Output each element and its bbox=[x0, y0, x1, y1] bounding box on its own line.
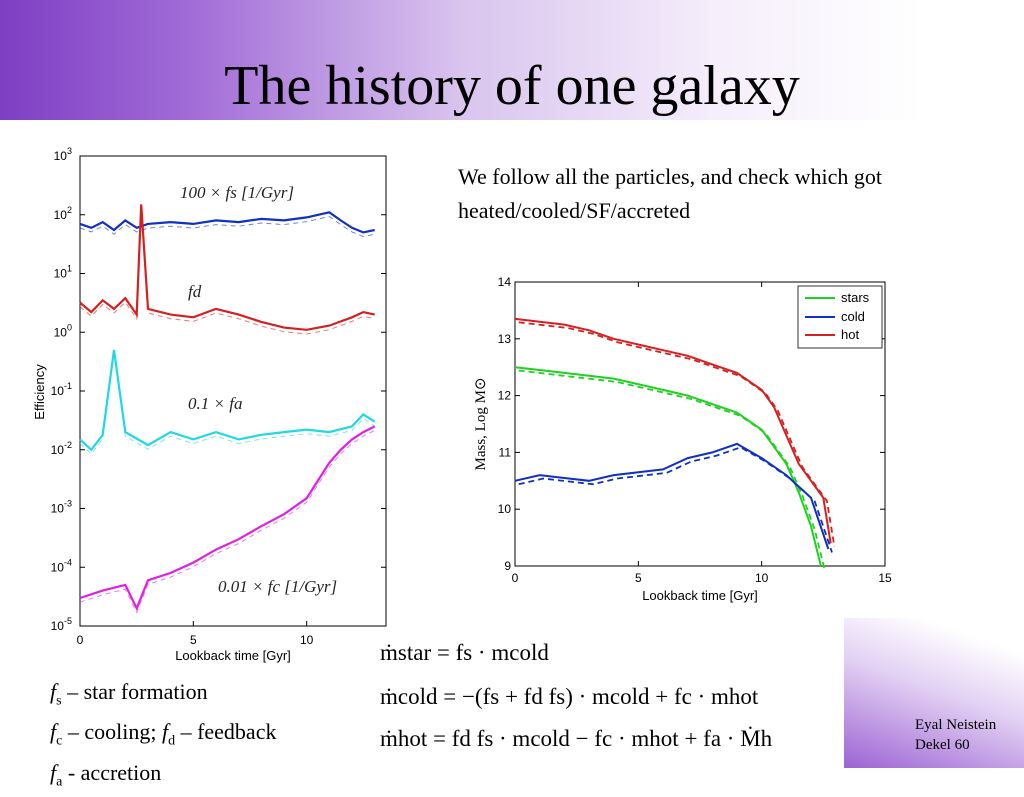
equation-mcold: ṁcold = −(fs + fd fs) · mcold + fc · mho… bbox=[380, 684, 759, 709]
x-tick-label: 5 bbox=[635, 571, 642, 585]
y-tick-label: 14 bbox=[498, 275, 512, 289]
annotation-fs: 100 × fs [1/Gyr] bbox=[180, 183, 294, 202]
credit-line-2: Dekel 60 bbox=[915, 737, 970, 753]
series-line-1 bbox=[79, 204, 375, 331]
equation-mstar: ṁstar = fs · mcold bbox=[380, 640, 549, 665]
legend-stars: stars bbox=[841, 290, 870, 305]
annotation-fa: 0.1 × fa bbox=[188, 394, 242, 413]
y-tick-label: 10-2 bbox=[51, 440, 72, 457]
credit-line-1: Eyal Neistein bbox=[915, 717, 997, 733]
series-dashed-hot bbox=[518, 321, 836, 547]
y-tick-label: 10-1 bbox=[51, 381, 72, 398]
series-line-hot bbox=[514, 317, 832, 544]
series-line-cold bbox=[514, 442, 830, 550]
symbol-legend: fs – star formation fc – cooling; fd – f… bbox=[50, 676, 276, 797]
y-tick-label: 13 bbox=[498, 332, 512, 346]
legend-line-fs: fs – star formation bbox=[50, 679, 208, 709]
series-band-1 bbox=[79, 208, 375, 335]
header-gradient bbox=[0, 0, 1024, 120]
y-tick-label: 12 bbox=[498, 389, 512, 403]
legend-cold: cold bbox=[841, 309, 865, 324]
y-axis-label: Efficiency bbox=[32, 364, 47, 420]
equation-mhot: ṁhot = fd fs · mcold − fc · mhot + fa · … bbox=[380, 726, 773, 751]
legend-line-fa: fa - accretion bbox=[50, 759, 162, 790]
annotation-fd: fd bbox=[188, 282, 202, 301]
y-tick-label: 102 bbox=[54, 205, 72, 222]
x-tick-label: 15 bbox=[878, 571, 892, 585]
annotation-fc: 0.01 × fc [1/Gyr] bbox=[218, 577, 337, 596]
x-tick-label: 0 bbox=[77, 633, 84, 647]
efficiency-chart: 10-5 10-4 10-3 10-2 10-1 100 101 102 103 0 5 10 100… bbox=[32, 146, 387, 663]
y-tick-label: 103 bbox=[54, 146, 72, 163]
y-tick-label: 10-3 bbox=[51, 499, 72, 516]
series-band-3 bbox=[79, 430, 375, 614]
mass-chart: 9 10 11 12 13 14 0 5 10 15 stars cold hot Lookbac… bbox=[473, 275, 892, 603]
y-tick-label: 10-4 bbox=[51, 557, 72, 574]
legend-hot: hot bbox=[841, 327, 859, 342]
x-axis-label: Lookback time [Gyr] bbox=[642, 588, 758, 603]
legend: stars cold hot bbox=[797, 285, 883, 349]
y-tick-label: 9 bbox=[504, 559, 511, 573]
series-line-0 bbox=[79, 211, 375, 234]
series-line-3 bbox=[79, 425, 376, 612]
y-tick-label: 10-5 bbox=[51, 616, 72, 633]
y-tick-label: 101 bbox=[54, 264, 72, 281]
y-tick-label: 11 bbox=[499, 445, 512, 459]
series-band-0 bbox=[79, 215, 375, 238]
legend-line-fc-fd: fc – cooling; fd – feedback bbox=[50, 719, 277, 749]
author-credit: Eyal Neistein Dekel 60 bbox=[915, 715, 996, 755]
series-line-2 bbox=[79, 349, 376, 452]
plot-frame bbox=[514, 281, 886, 567]
x-tick-label: 10 bbox=[755, 571, 769, 585]
description-text: We follow all the particles, and check w… bbox=[458, 164, 883, 223]
x-tick-label: 5 bbox=[190, 633, 197, 647]
x-tick-label: 0 bbox=[512, 571, 519, 585]
slide-title: The history of one galaxy bbox=[224, 55, 800, 117]
y-tick-label: 10 bbox=[498, 502, 512, 516]
x-tick-label: 10 bbox=[300, 633, 314, 647]
x-axis-label: Lookback time [Gyr] bbox=[175, 648, 291, 663]
mass-chart-panel: 9 10 11 12 13 14 0 5 10 15 stars cold hot Lookbac… bbox=[455, 262, 917, 618]
y-tick-label: 100 bbox=[54, 322, 72, 339]
y-axis-label: Mass, Log M⊙ bbox=[473, 378, 489, 471]
efficiency-chart-panel: 10-5 10-4 10-3 10-2 10-1 100 101 102 103 0 5 10 100… bbox=[28, 142, 390, 672]
plot-frame bbox=[79, 155, 387, 627]
